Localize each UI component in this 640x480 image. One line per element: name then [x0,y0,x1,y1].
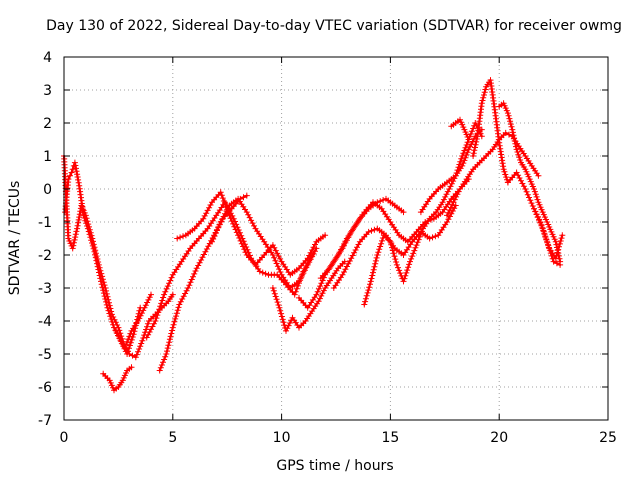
sat-trace-7-markers [174,189,329,278]
sat-trace-17-markers [470,77,511,186]
sat-trace-9-markers [269,258,348,334]
sat-trace-2-line [63,161,142,356]
grid-layer [64,57,608,420]
plot-frame [63,56,609,421]
x-tick-label: 15 [381,430,399,446]
sat-trace-2 [62,159,144,357]
y-tick-label: -7 [38,413,52,429]
y-axis-label: SDTVAR / TECUs [7,181,23,296]
sat-trace-19-line [506,171,564,260]
sat-trace-18 [496,100,564,265]
y-tick-label: -1 [38,215,52,231]
sat-trace-13 [361,126,485,308]
y-tick-label: 2 [43,116,52,132]
x-tick-label: 20 [490,430,508,446]
sat-trace-5 [156,192,250,374]
x-tick-label: 10 [273,430,291,446]
sat-trace-20-markers [531,205,564,268]
sat-trace-15 [444,129,542,219]
sat-trace-14 [417,120,485,216]
sat-trace-8 [209,195,320,291]
sat-trace-9 [269,258,348,334]
chart-title: Day 130 of 2022, Sidereal Day-to-day VTE… [46,18,622,34]
sat-trace-16 [448,116,472,143]
traces-layer [61,77,566,394]
sat-trace-8-markers [209,195,320,291]
x-tick-label: 0 [60,430,69,446]
ticks-layer: 0 5 10 15 20 25 -7 -6 -5 -4 -3 -2 -1 0 1 2 3 4 [38,50,617,446]
sat-trace-3 [100,364,135,394]
sat-trace-20 [531,205,564,268]
sat-trace-11-markers [317,176,472,282]
y-tick-label: 1 [43,149,52,165]
y-tick-label: 4 [43,50,52,66]
y-tick-label: -6 [38,380,52,396]
sat-trace-12 [330,202,459,291]
sat-trace-2-markers [62,159,144,357]
sat-trace-16-markers [448,116,472,143]
y-tick-label: -2 [38,248,52,264]
sat-trace-7 [174,189,329,278]
sat-trace-17 [470,77,511,186]
sat-trace-13-markers [361,126,485,308]
y-tick-label: 3 [43,83,52,99]
sat-trace-18-markers [496,100,564,265]
x-axis-label: GPS time / hours [276,458,393,474]
sat-trace-11 [317,176,472,282]
sat-trace-1 [61,153,154,351]
sat-trace-6-markers [143,199,316,341]
sat-trace-15-markers [444,129,542,219]
y-tick-label: -3 [38,281,52,297]
y-tick-label: -5 [38,347,52,363]
sat-trace-1-markers [61,153,154,351]
x-tick-label: 5 [168,430,177,446]
y-tick-label: 0 [43,182,52,198]
x-tick-label: 25 [599,430,617,446]
sat-trace-3-markers [100,364,135,394]
y-tick-label: -4 [38,314,52,330]
sat-trace-14-markers [417,120,485,216]
